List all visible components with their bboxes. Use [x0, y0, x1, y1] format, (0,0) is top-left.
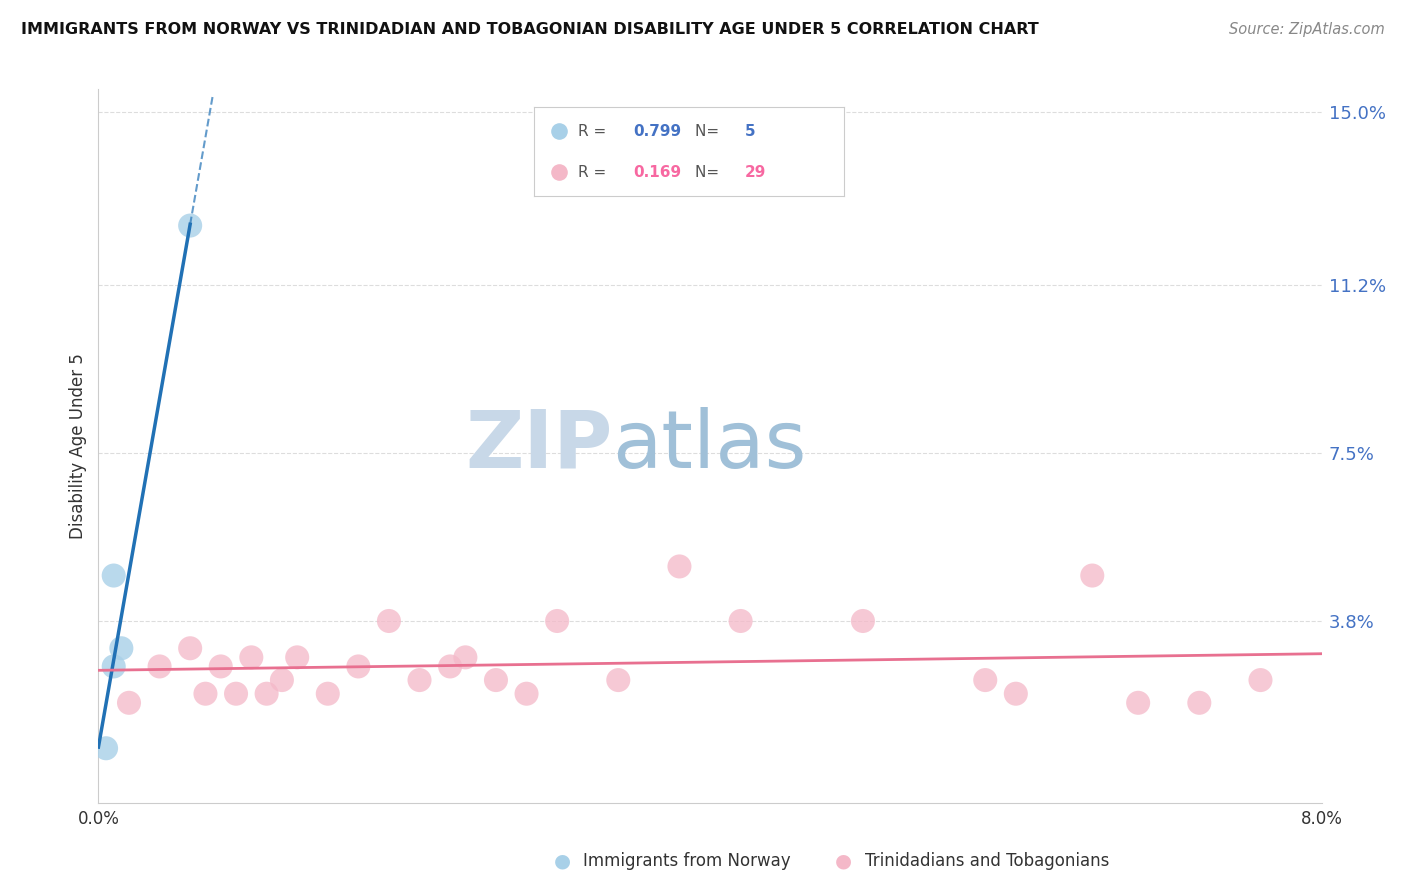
Point [103, 568, 125, 582]
Point [408, 673, 430, 687]
Point [730, 614, 752, 628]
Text: R =: R = [578, 165, 610, 179]
Point [270, 673, 294, 687]
Point [209, 659, 232, 673]
Point [110, 641, 132, 656]
Text: ●: ● [835, 851, 852, 871]
Text: N=: N= [695, 165, 724, 179]
Point [1128, 696, 1150, 710]
Point [485, 673, 508, 687]
Point [103, 659, 125, 673]
Point [194, 687, 217, 701]
Point [378, 614, 401, 628]
Text: ZIP: ZIP [465, 407, 612, 485]
Point [668, 559, 690, 574]
Point [852, 614, 875, 628]
Text: R =: R = [578, 124, 610, 138]
Text: Trinidadians and Tobagonians: Trinidadians and Tobagonians [865, 852, 1109, 870]
Point [179, 219, 201, 233]
Point [94, 741, 117, 756]
Point [179, 641, 201, 656]
Point [149, 659, 172, 673]
Text: 0.799: 0.799 [633, 124, 682, 138]
Point [1004, 687, 1026, 701]
Point [548, 165, 571, 179]
Text: IMMIGRANTS FROM NORWAY VS TRINIDADIAN AND TOBAGONIAN DISABILITY AGE UNDER 5 CORR: IMMIGRANTS FROM NORWAY VS TRINIDADIAN AN… [21, 22, 1039, 37]
Point [516, 687, 538, 701]
Text: atlas: atlas [612, 407, 807, 485]
Point [225, 687, 247, 701]
Point [347, 659, 370, 673]
Y-axis label: Disability Age Under 5: Disability Age Under 5 [69, 353, 87, 539]
Text: N=: N= [695, 124, 724, 138]
Text: ●: ● [554, 851, 571, 871]
Point [454, 650, 477, 665]
Point [1188, 696, 1211, 710]
Text: 5: 5 [745, 124, 755, 138]
Point [548, 124, 571, 138]
Point [118, 696, 141, 710]
Text: 29: 29 [745, 165, 766, 179]
Point [256, 687, 278, 701]
Point [974, 673, 997, 687]
Text: Immigrants from Norway: Immigrants from Norway [583, 852, 792, 870]
Point [439, 659, 461, 673]
Point [607, 673, 630, 687]
Point [546, 614, 568, 628]
Point [285, 650, 308, 665]
Point [1081, 568, 1104, 582]
Point [316, 687, 339, 701]
Text: Source: ZipAtlas.com: Source: ZipAtlas.com [1229, 22, 1385, 37]
Text: 0.169: 0.169 [633, 165, 682, 179]
Point [1249, 673, 1271, 687]
Point [240, 650, 263, 665]
